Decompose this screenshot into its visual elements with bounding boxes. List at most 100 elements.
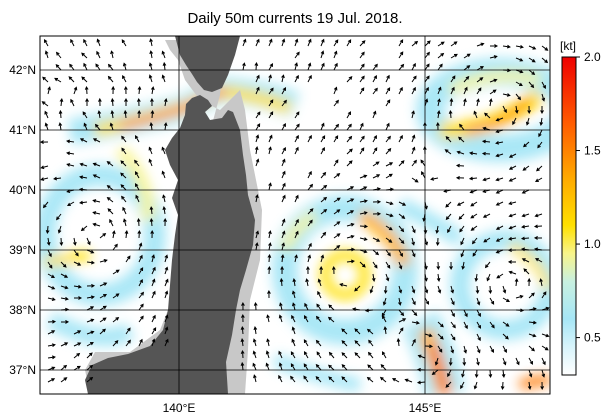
current-arrow	[92, 199, 101, 203]
current-arrow	[99, 282, 108, 287]
current-arrow	[541, 45, 549, 51]
current-arrow	[540, 106, 544, 115]
current-arrow	[291, 290, 296, 299]
current-arrow	[496, 273, 504, 279]
current-arrow	[381, 314, 387, 323]
current-arrow	[359, 87, 365, 95]
current-arrow	[341, 328, 348, 335]
current-arrow	[515, 57, 524, 62]
current-arrow	[385, 261, 391, 269]
current-arrow	[398, 63, 405, 71]
current-arrow	[359, 147, 365, 155]
current-arrow	[255, 123, 261, 131]
current-arrow	[474, 273, 479, 282]
current-arrow	[359, 186, 368, 191]
current-arrow	[307, 219, 313, 227]
current-arrow	[527, 381, 532, 390]
current-arrow	[424, 297, 430, 305]
current-arrow	[306, 265, 310, 275]
current-arrow	[303, 314, 309, 323]
current-arrow	[445, 136, 452, 143]
current-arrow	[470, 213, 478, 219]
current-arrow	[163, 122, 168, 131]
current-arrow	[164, 326, 169, 335]
current-arrow	[495, 237, 504, 242]
current-arrow	[161, 50, 166, 59]
current-arrow	[411, 110, 415, 119]
current-arrow	[508, 153, 517, 158]
current-arrow	[57, 225, 62, 234]
current-arrow	[307, 183, 314, 191]
current-arrow	[366, 376, 374, 383]
current-arrow	[424, 51, 430, 59]
current-arrow	[398, 261, 403, 270]
current-arrow	[463, 98, 467, 107]
current-arrow	[92, 211, 101, 215]
current-arrow	[341, 364, 348, 371]
current-arrow	[461, 261, 465, 270]
current-arrow	[315, 363, 322, 371]
current-arrow	[411, 237, 415, 246]
current-arrow	[398, 201, 407, 206]
current-arrow	[381, 351, 387, 359]
latitude-axis: 42°N 41°N 40°N 39°N 38°N 37°N	[9, 63, 36, 377]
current-arrow	[450, 86, 455, 95]
current-arrow	[437, 333, 444, 340]
current-arrow	[437, 285, 442, 294]
current-arrow	[81, 52, 88, 59]
current-arrow	[366, 328, 374, 335]
current-arrow	[135, 194, 140, 203]
current-arrow	[138, 315, 144, 323]
current-arrow	[164, 314, 169, 323]
current-arrow	[151, 86, 155, 95]
current-arrow	[460, 249, 465, 258]
current-arrow	[476, 321, 482, 329]
current-arrow	[294, 74, 299, 83]
current-arrow	[536, 165, 543, 172]
current-arrow	[70, 98, 75, 107]
colorbar-tick-label: 2.0	[584, 50, 601, 64]
current-arrow	[396, 337, 401, 347]
current-arrow	[385, 122, 390, 131]
current-arrow	[528, 333, 537, 338]
current-arrow	[411, 146, 416, 155]
current-arrow	[341, 376, 348, 383]
current-arrow	[294, 38, 299, 47]
current-arrow	[354, 352, 361, 359]
current-arrow	[476, 42, 485, 47]
current-arrow	[280, 254, 285, 263]
current-arrow	[47, 378, 56, 383]
current-arrow	[411, 62, 416, 71]
current-arrow	[112, 316, 120, 323]
current-arrow	[385, 74, 390, 83]
current-arrow	[291, 326, 296, 335]
current-arrow	[398, 39, 404, 47]
current-arrow	[333, 209, 341, 215]
current-arrow	[359, 224, 369, 229]
current-arrow	[151, 327, 157, 335]
current-arrow	[471, 237, 478, 245]
current-arrow	[476, 98, 480, 107]
honshu-land	[85, 95, 255, 394]
current-arrow	[267, 265, 272, 275]
current-arrow	[450, 345, 455, 354]
current-arrow	[473, 381, 478, 390]
current-arrow	[398, 86, 403, 95]
current-arrow	[359, 174, 368, 179]
current-arrow	[391, 378, 400, 383]
current-arrow	[85, 97, 89, 106]
current-arrow	[42, 201, 49, 209]
current-arrow	[316, 351, 322, 359]
current-arrow	[294, 146, 299, 155]
current-arrow	[320, 135, 326, 143]
current-arrow	[385, 99, 391, 107]
current-arrow	[42, 76, 49, 83]
current-arrow	[86, 260, 95, 265]
current-arrow	[74, 296, 83, 300]
current-arrow	[449, 97, 454, 107]
current-arrow	[458, 136, 465, 143]
current-arrow	[476, 357, 480, 366]
current-arrow	[411, 338, 416, 347]
current-arrow	[476, 87, 482, 95]
current-arrow	[368, 339, 374, 347]
